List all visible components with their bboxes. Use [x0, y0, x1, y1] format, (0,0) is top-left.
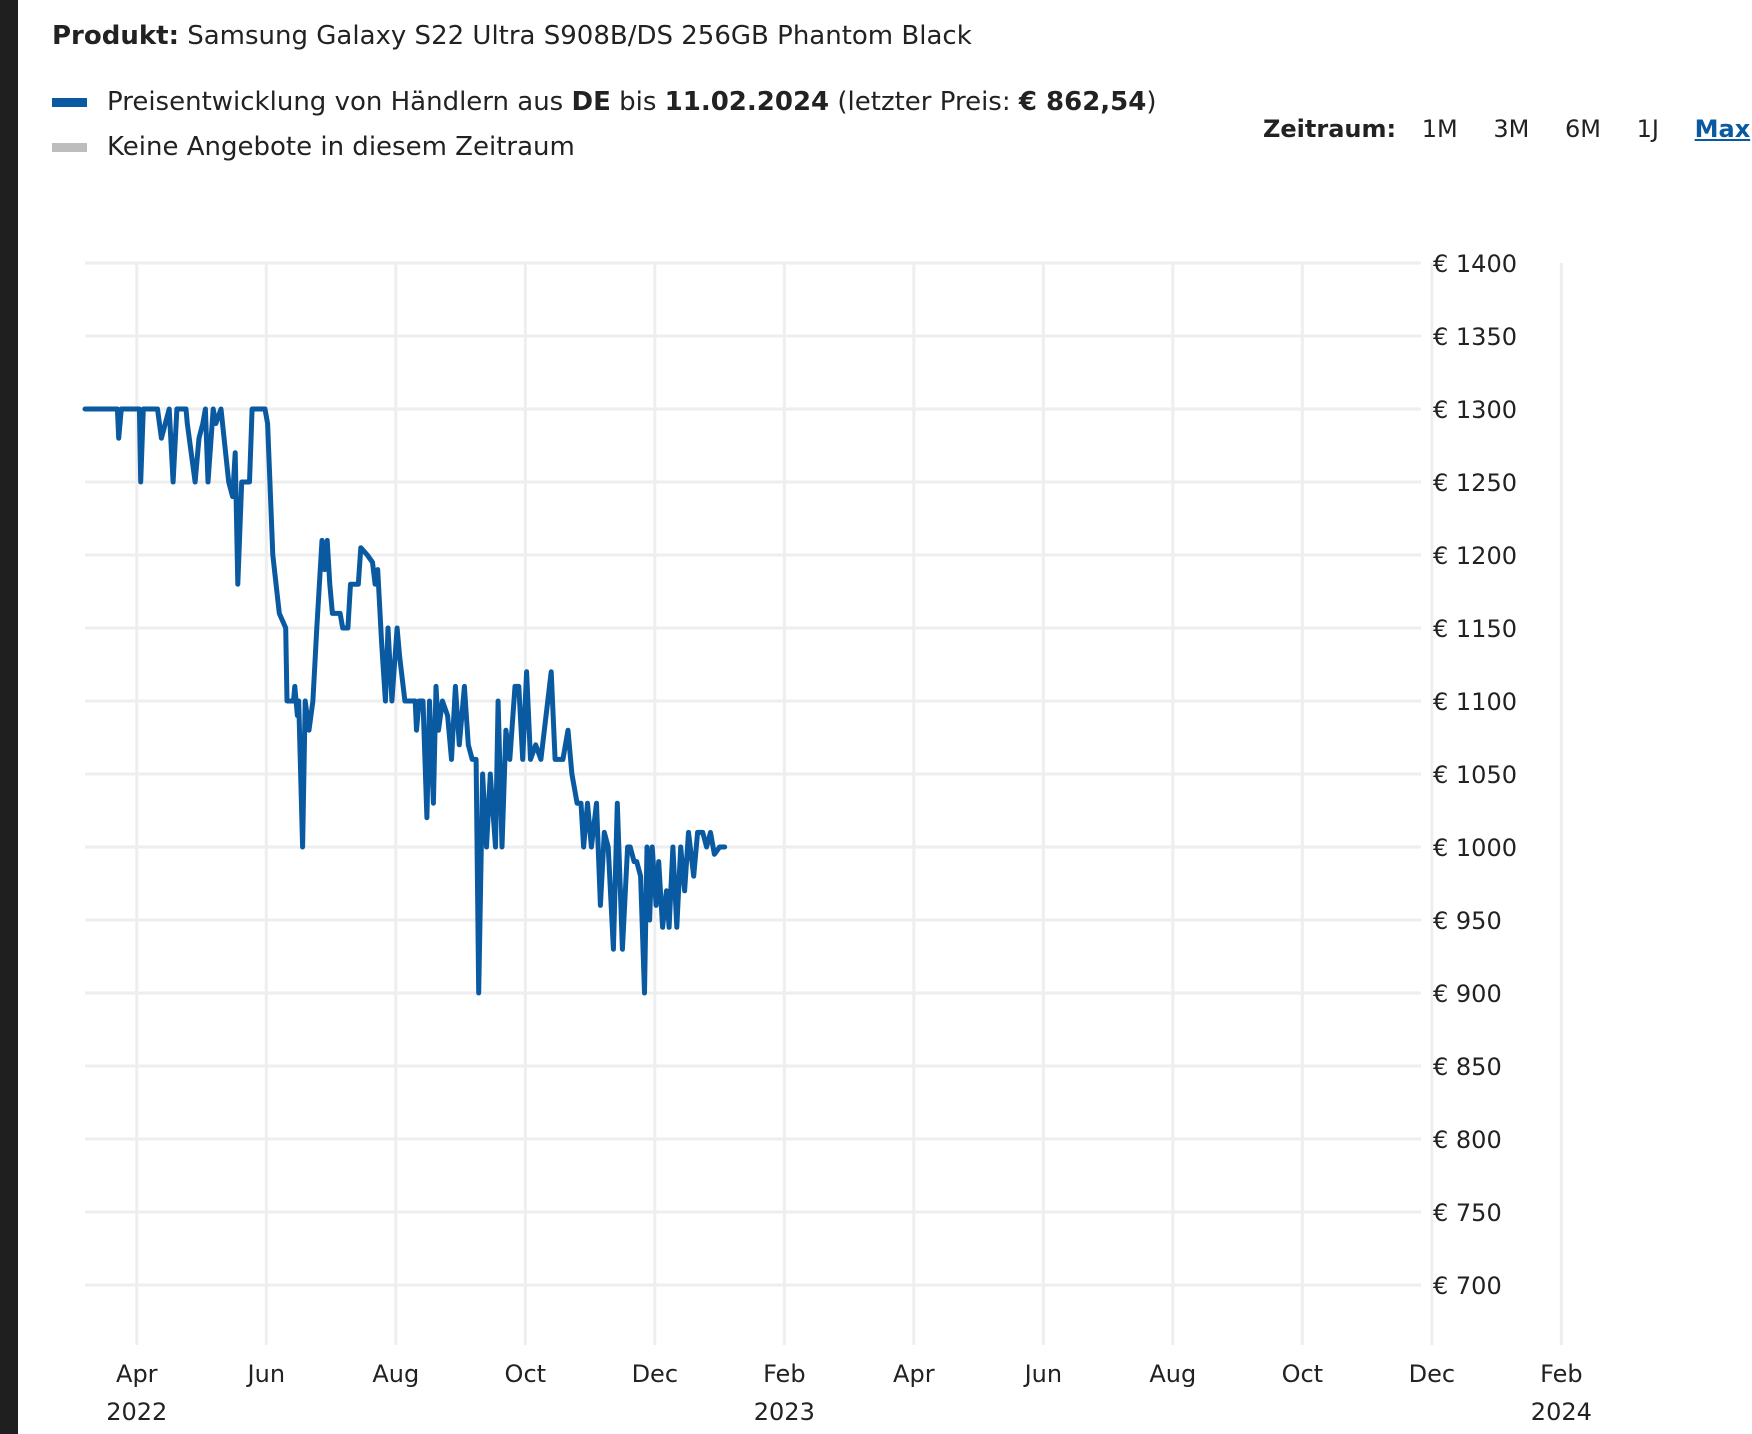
- legend-until-word: bis: [610, 87, 665, 117]
- y-tick-label: € 1250: [1433, 469, 1517, 497]
- legend-series-text: Preisentwicklung von Händlern aus DE bis…: [107, 85, 1157, 119]
- y-tick-label: € 1350: [1433, 323, 1517, 351]
- timerange-max-button[interactable]: Max: [1694, 115, 1751, 143]
- y-tick-label: € 1300: [1433, 396, 1517, 424]
- timerange-3m-button[interactable]: 3M: [1493, 115, 1530, 143]
- x-tick-label: Feb: [1540, 1360, 1583, 1388]
- x-tick-year-label: 2023: [754, 1398, 815, 1426]
- legend-date: 11.02.2024: [664, 87, 830, 117]
- y-tick-label: € 1100: [1433, 688, 1517, 716]
- y-tick-label: € 1050: [1433, 761, 1517, 789]
- timerange-selector: Zeitraum: 1M 3M 6M 1J Max: [1263, 112, 1750, 146]
- y-tick-label: € 950: [1433, 907, 1502, 935]
- legend-series-prefix: Preisentwicklung von Händlern aus: [107, 87, 572, 117]
- x-tick-label: Dec: [632, 1360, 678, 1388]
- y-tick-label: € 1000: [1433, 834, 1517, 862]
- y-tick-label: € 1150: [1433, 615, 1517, 643]
- legend-swatch-no-offers: [52, 143, 87, 152]
- timerange-1m-button[interactable]: 1M: [1421, 115, 1458, 143]
- series-line: [82, 406, 728, 996]
- x-tick-label: Oct: [505, 1360, 547, 1388]
- legend-last-price-suffix: ): [1146, 87, 1157, 117]
- y-tick-label: € 700: [1433, 1272, 1502, 1300]
- timerange-6m-button[interactable]: 6M: [1565, 115, 1601, 143]
- chart-series: [82, 406, 728, 996]
- legend-no-offers-text: Keine Angebote in diesem Zeitraum: [107, 132, 575, 162]
- y-tick-label: € 850: [1433, 1053, 1502, 1081]
- x-tick-label: Apr: [893, 1360, 935, 1388]
- legend-last-price: € 862,54: [1018, 87, 1147, 117]
- x-tick-label: Oct: [1282, 1360, 1324, 1388]
- legend-country: DE: [571, 87, 611, 117]
- product-label: Produkt:: [52, 21, 179, 51]
- y-tick-label: € 900: [1433, 980, 1502, 1008]
- x-tick-year-label: 2024: [1531, 1398, 1592, 1426]
- x-tick-label: Apr: [116, 1360, 158, 1388]
- x-tick-label: Feb: [763, 1360, 806, 1388]
- price-history-chart: € 700 € 750 € 800 € 850 € 900 € 950 € 1000 € 10…: [82, 250, 1592, 1426]
- x-tick-label: Dec: [1409, 1360, 1455, 1388]
- x-tick-year-label: 2022: [106, 1398, 167, 1426]
- x-tick-label: Aug: [1149, 1360, 1196, 1388]
- product-name: Samsung Galaxy S22 Ultra S908B/DS 256GB …: [187, 21, 972, 51]
- x-tick-label: Jun: [1023, 1360, 1063, 1388]
- legend-swatch-series: [52, 98, 87, 107]
- chart-panel: Produkt: Samsung Galaxy S22 Ultra S908B/…: [18, 0, 1752, 1434]
- y-axis: € 700 € 750 € 800 € 850 € 900 € 950 € 1000 € 10…: [1433, 250, 1517, 1300]
- y-tick-label: € 750: [1433, 1199, 1502, 1227]
- y-tick-label: € 1200: [1433, 542, 1517, 570]
- y-tick-label: € 1400: [1433, 250, 1517, 278]
- x-tick-label: Aug: [372, 1360, 419, 1388]
- y-tick-label: € 800: [1433, 1126, 1502, 1154]
- timerange-label: Zeitraum:: [1263, 115, 1397, 143]
- x-tick-label: Jun: [246, 1360, 286, 1388]
- product-heading: Produkt: Samsung Galaxy S22 Ultra S908B/…: [52, 19, 972, 53]
- timerange-1j-button[interactable]: 1J: [1636, 115, 1659, 143]
- chart-grid: [85, 261, 1563, 1345]
- legend-last-price-prefix: (letzter Preis:: [829, 87, 1019, 117]
- x-axis: Apr 2022 Jun Aug Oct Dec Feb 2023 Apr Jun Aug Oct De…: [106, 1360, 1592, 1426]
